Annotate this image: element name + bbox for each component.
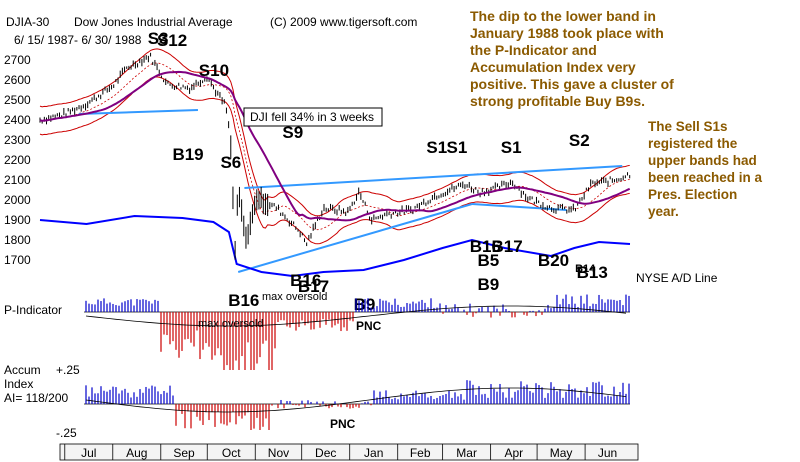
- note-line: the P-Indicator and: [470, 42, 597, 58]
- x-tick-label: Aug: [126, 446, 147, 460]
- trend-line-lower-2: [471, 203, 567, 211]
- y-tick-label: 2100: [4, 173, 31, 187]
- trend-lines: [78, 109, 623, 273]
- note-line: Accumulation Index very: [470, 59, 636, 75]
- x-axis-months: Jul Aug Sep Oct Nov Dec Jan Feb Mar Apr May Jun: [64, 444, 617, 460]
- nyse-ad-label: NYSE A/D Line: [636, 271, 718, 285]
- note-line: year.: [648, 204, 679, 219]
- accum-histogram: [85, 380, 630, 430]
- mid-band: [39, 62, 630, 231]
- y-tick-label: 1900: [4, 213, 31, 227]
- signal-label: B20: [538, 251, 569, 270]
- signal-label: B5: [478, 251, 500, 270]
- max-oversold-top: max oversold: [262, 291, 327, 303]
- note-line: The Sell S1s: [648, 119, 728, 134]
- p-indicator-histogram: [85, 294, 630, 370]
- x-tick-label: Apr: [505, 446, 524, 460]
- accum-pnc: PNC: [330, 417, 356, 431]
- y-tick-label: 1700: [4, 253, 31, 267]
- signal-label: S3: [148, 29, 169, 48]
- accum-smooth: [85, 387, 627, 413]
- x-tick-label: Jul: [81, 446, 96, 460]
- y-tick-label: 2600: [4, 73, 31, 87]
- x-tick-label: Mar: [456, 446, 477, 460]
- y-tick-label: 2500: [4, 93, 31, 107]
- p-indicator-pnc: PNC: [356, 319, 382, 333]
- signal-label: S12: [157, 31, 187, 50]
- p-indicator-label: P-Indicator: [4, 303, 62, 317]
- note-line: January 1988 took place with: [470, 25, 664, 41]
- y-axis: 2700 2600 2500 2400 2300 2200 2100 2000 1900 1800…: [4, 53, 31, 267]
- p-smooth: [85, 305, 627, 327]
- signal-label: S9: [282, 123, 303, 142]
- chart-copyright: (C) 2009 www.tigersoft.com: [270, 15, 417, 29]
- y-tick-label: 2000: [4, 193, 31, 207]
- signal-label: B17: [491, 237, 522, 256]
- ad-line-path: [39, 214, 631, 278]
- x-tick-label: Sep: [173, 446, 195, 460]
- y-tick-label: 2200: [4, 153, 31, 167]
- signal-label: B16: [470, 237, 501, 256]
- accum-label-1: Accum: [4, 363, 41, 377]
- note-line: been reached in a: [648, 170, 763, 185]
- ma-line: [39, 70, 631, 222]
- signal-label: S1: [501, 138, 522, 157]
- note-right: The Sell S1s registered the upper bands …: [648, 118, 798, 220]
- y-tick-label: 2400: [4, 113, 31, 127]
- x-tick-label: Jun: [598, 446, 617, 460]
- accum-minus: -.25: [56, 426, 77, 440]
- upper-band: [39, 48, 630, 217]
- chart-symbol: DJIA-30: [6, 15, 50, 29]
- trend-line-upper: [244, 165, 623, 189]
- chart-title: Dow Jones Industrial Average: [74, 15, 233, 29]
- chart-date-range: 6/ 15/ 1987- 6/ 30/ 1988: [14, 33, 142, 47]
- signal-label: B16: [228, 291, 259, 310]
- x-tick-label: Dec: [315, 446, 336, 460]
- note-line: positive. This gave a cluster of: [470, 76, 674, 92]
- signal-label: S1: [426, 138, 447, 157]
- signal-label: B9: [478, 275, 500, 294]
- accum-plus: +.25: [56, 363, 80, 377]
- trend-line-top-left: [78, 109, 198, 115]
- trend-line-lower: [237, 203, 473, 273]
- x-tick-label: May: [550, 446, 573, 460]
- signal-label: B17: [298, 277, 329, 296]
- note-line: registered the: [648, 136, 738, 151]
- signal-label: B19: [172, 145, 203, 164]
- signal-label: S10: [199, 61, 229, 80]
- signal-label: B13: [577, 263, 608, 282]
- annotation-box: DJI fell 34% in 3 weeks: [250, 110, 374, 124]
- x-tick-label: Oct: [222, 446, 241, 460]
- moving-average: [39, 70, 631, 222]
- signal-label: S2: [569, 131, 590, 150]
- note-line: Pres. Election: [648, 187, 738, 202]
- p-indicator-note: max oversold: [198, 318, 263, 330]
- x-tick-label: Feb: [410, 446, 431, 460]
- note-line: The dip to the lower band in: [470, 8, 656, 24]
- signal-label: S6: [220, 153, 241, 172]
- y-tick-label: 2300: [4, 133, 31, 147]
- signal-label: B14: [575, 263, 596, 275]
- x-tick-label: Nov: [268, 446, 289, 460]
- signal-label: B16: [290, 271, 321, 290]
- note-line: strong profitable Buy B9s.: [470, 93, 646, 109]
- accum-label-3: AI= 118/200: [4, 391, 68, 405]
- y-tick-label: 2700: [4, 53, 31, 67]
- annotation-box-frame: [243, 107, 383, 127]
- x-tick-label: Jan: [364, 446, 383, 460]
- accum-label-2: Index: [4, 377, 33, 391]
- y-tick-label: 1800: [4, 233, 31, 247]
- nyse-ad-line: [39, 214, 631, 278]
- signal-label: S1: [447, 138, 468, 157]
- note-top-right: The dip to the lower band in January 198…: [470, 8, 800, 110]
- note-line: upper bands had: [648, 153, 757, 168]
